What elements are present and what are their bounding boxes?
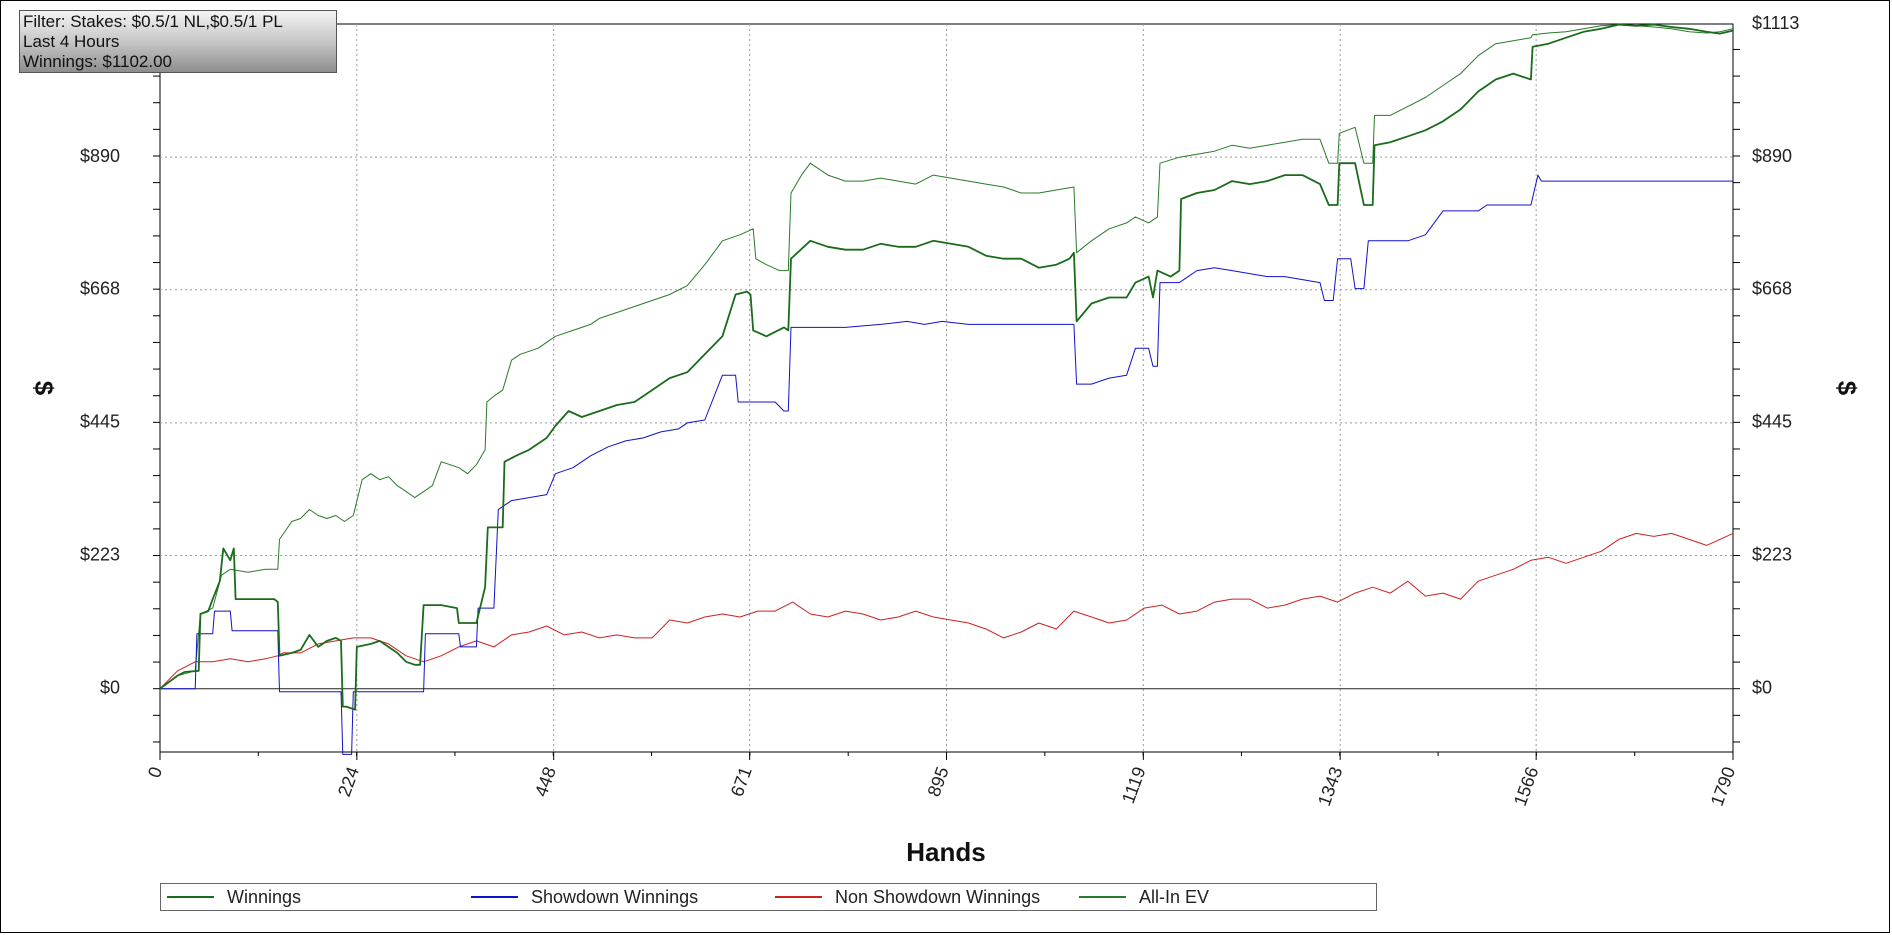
y-tick-label-right: $445 — [1752, 412, 1792, 432]
axis-ticks — [153, 48, 1740, 760]
legend-item-winnings: Winnings — [167, 884, 301, 910]
y-tick-label-left: $668 — [80, 279, 120, 299]
legend-item-all-in-ev: All-In EV — [1079, 884, 1209, 910]
legend-label-all-in-ev: All-In EV — [1139, 886, 1210, 907]
y-tick-label-right: $668 — [1752, 279, 1792, 299]
legend-label-showdown: Showdown Winnings — [531, 886, 699, 907]
y-axis-title-left: $ — [29, 381, 59, 396]
y-tick-label-right: $890 — [1752, 146, 1792, 166]
x-tick-label: 1566 — [1510, 764, 1542, 808]
y-tick-label-left: $890 — [80, 146, 120, 166]
grid-lines — [160, 24, 1733, 752]
series-line-all-in-ev — [159, 24, 1734, 690]
series-line-winnings — [159, 23, 1734, 711]
x-axis-title: Hands — [906, 837, 985, 867]
y-tick-label-right: $1113 — [1752, 13, 1799, 33]
y-tick-label-left: $223 — [80, 544, 120, 564]
filter-info-box: Filter: Stakes: $0.5/1 NL,$0.5/1 PL Last… — [19, 10, 337, 73]
x-tick-label: 448 — [531, 764, 560, 799]
filter-stakes-text: Filter: Stakes: $0.5/1 NL,$0.5/1 PL — [23, 12, 283, 31]
legend: Winnings Showdown Winnings Non Showdown … — [160, 883, 1377, 911]
series-line-non-showdown-winnings — [159, 532, 1734, 690]
filter-winnings-text: Winnings: $1102.00 — [23, 52, 173, 71]
legend-swatch-winnings — [167, 896, 214, 898]
x-tick-label: 224 — [334, 764, 363, 799]
y-tick-label-left: $0 — [100, 677, 120, 697]
x-tick-label: 0 — [144, 764, 166, 780]
series-lines — [159, 23, 1734, 755]
legend-swatch-non-showdown — [775, 896, 822, 898]
x-tick-label: 895 — [924, 764, 953, 799]
series-line-showdown-winnings — [160, 174, 1733, 755]
legend-swatch-all-in-ev — [1079, 896, 1126, 898]
y-axis-title-right: $ — [1832, 381, 1862, 396]
y-tick-label-right: $0 — [1752, 677, 1772, 697]
filter-period-text: Last 4 Hours — [23, 32, 120, 51]
x-tick-label: 1790 — [1707, 764, 1739, 808]
plot-area — [159, 23, 1734, 753]
x-tick-label: 1119 — [1118, 764, 1150, 806]
legend-item-showdown: Showdown Winnings — [471, 884, 698, 910]
x-tick-label: 1343 — [1314, 764, 1346, 808]
x-tick-label: 671 — [727, 764, 756, 799]
legend-label-non-showdown: Non Showdown Winnings — [835, 886, 1041, 907]
y-tick-label-right: $223 — [1752, 544, 1792, 564]
legend-swatch-showdown — [471, 896, 518, 898]
legend-label-winnings: Winnings — [227, 886, 302, 907]
legend-item-non-showdown: Non Showdown Winnings — [775, 884, 1040, 910]
y-tick-label-left: $445 — [80, 412, 120, 432]
